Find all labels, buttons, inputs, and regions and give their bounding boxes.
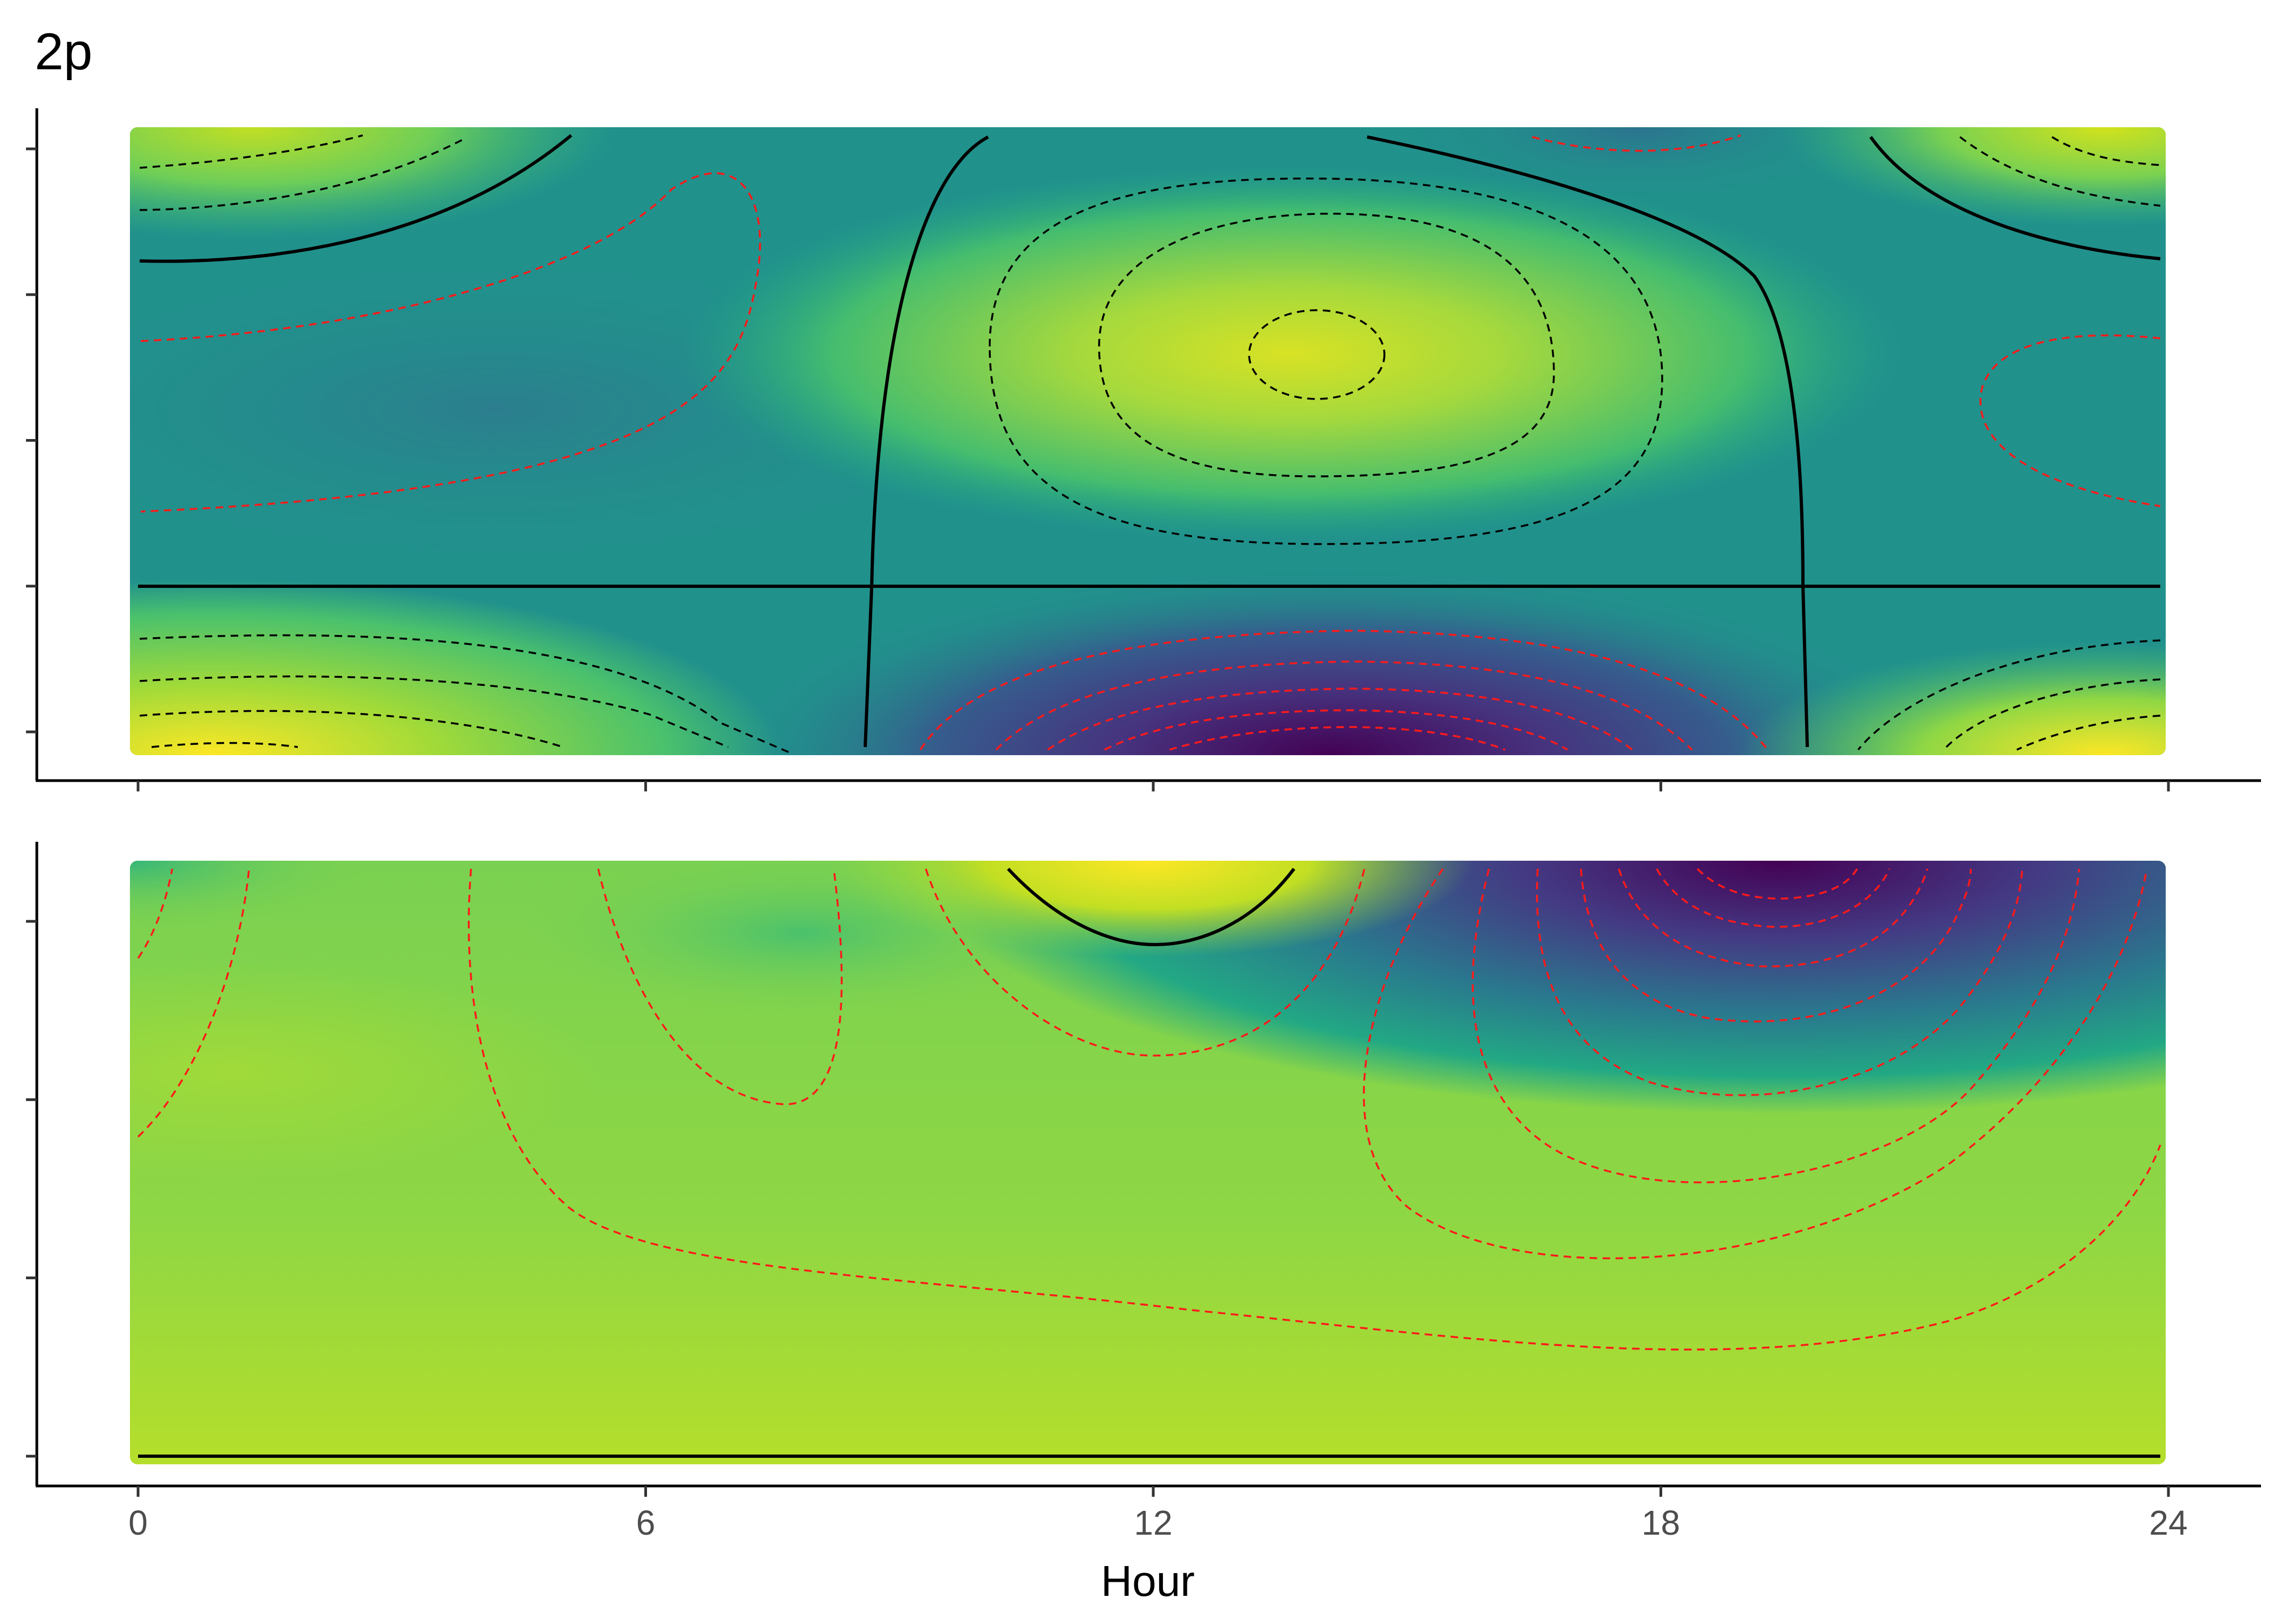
contour-negative bbox=[1098, 213, 1555, 477]
bottom-x-tick-labels: 0 6 12 18 24 bbox=[128, 1503, 2187, 1542]
contour-negative bbox=[139, 675, 729, 748]
contour-negative bbox=[139, 710, 564, 748]
contour-positive bbox=[468, 868, 2161, 1351]
bottom-y-ticks bbox=[26, 920, 37, 1458]
contour-negative bbox=[139, 134, 363, 169]
contour-positive bbox=[1472, 868, 2080, 1183]
x-tick-label: 12 bbox=[1134, 1503, 1172, 1542]
contour-positive bbox=[995, 660, 1693, 751]
contour-zero bbox=[864, 135, 989, 748]
x-tick-label: 6 bbox=[636, 1503, 656, 1542]
contour-negative bbox=[1959, 136, 2161, 207]
top-contours bbox=[138, 134, 2161, 754]
bottom-x-ticks bbox=[136, 1486, 2170, 1497]
contour-negative bbox=[151, 742, 298, 748]
contour-positive bbox=[1532, 134, 1741, 152]
contour-positive bbox=[1363, 868, 2148, 1260]
x-tick-label: 18 bbox=[1642, 1503, 1680, 1542]
contour-zero bbox=[139, 134, 572, 263]
contour-negative bbox=[139, 634, 790, 754]
contour-negative bbox=[1248, 309, 1386, 400]
contour-positive bbox=[925, 868, 1365, 1057]
x-tick-label: 0 bbox=[128, 1503, 148, 1542]
top-panel bbox=[26, 108, 2261, 791]
x-axis-title: Hour bbox=[1101, 1557, 1194, 1605]
bottom-heatmap-field bbox=[130, 861, 2166, 1464]
contour-positive bbox=[137, 868, 250, 1138]
panel-tag: 2p bbox=[35, 23, 93, 81]
contour-positive bbox=[1580, 868, 1972, 1023]
contour-positive bbox=[1536, 868, 2023, 1096]
contour-positive bbox=[597, 868, 843, 1105]
top-x-ticks bbox=[136, 781, 2170, 791]
x-tick-label: 24 bbox=[2149, 1503, 2187, 1542]
contour-zero bbox=[1367, 135, 1809, 748]
contour-positive bbox=[1169, 726, 1506, 751]
contour-negative bbox=[1857, 639, 2161, 751]
bottom-contours bbox=[137, 867, 2161, 1458]
contour-zero bbox=[1007, 867, 1296, 947]
contour-positive bbox=[1656, 868, 1891, 928]
contour-positive bbox=[1618, 868, 1929, 968]
contour-negative bbox=[2016, 715, 2161, 751]
contour-zero bbox=[1869, 136, 2161, 260]
contour-positive bbox=[1104, 709, 1568, 751]
top-y-ticks bbox=[26, 147, 37, 734]
contour-negative bbox=[1943, 678, 2161, 751]
contour-positive bbox=[919, 630, 1769, 751]
contour-positive bbox=[1047, 687, 1633, 751]
contour-positive bbox=[1696, 868, 1858, 900]
contour-positive bbox=[140, 172, 761, 513]
contour-positive bbox=[1979, 334, 2161, 507]
contour-negative bbox=[2051, 136, 2161, 166]
bottom-panel: 0 6 12 18 24 bbox=[26, 842, 2261, 1542]
contour-negative bbox=[989, 177, 1663, 545]
